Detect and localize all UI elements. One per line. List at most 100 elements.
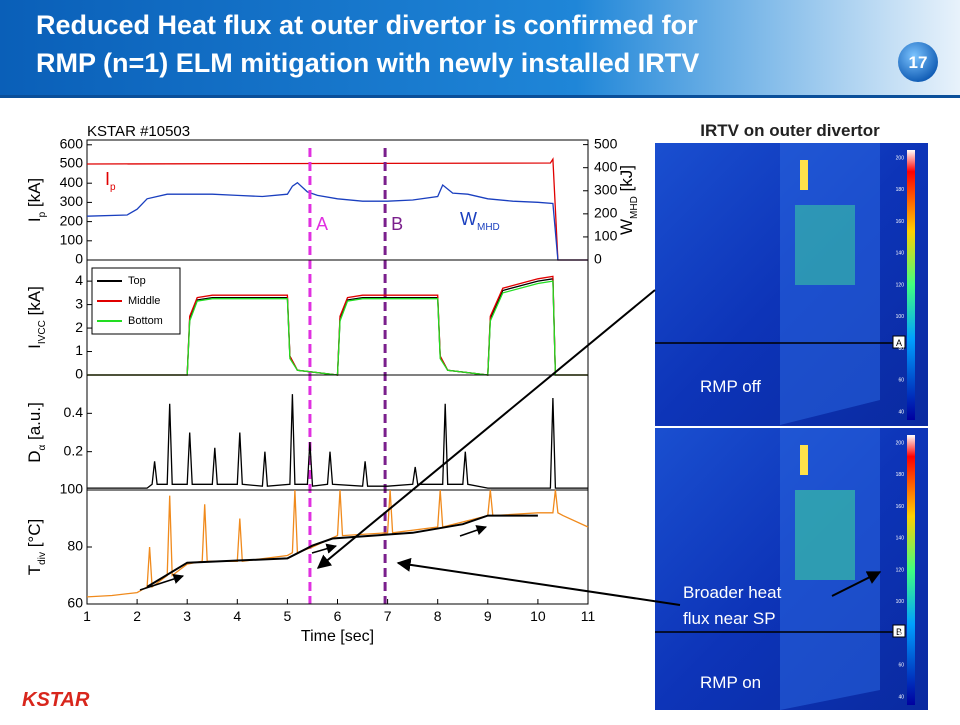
legend-label: Middle [128, 295, 160, 307]
axis-label-sub: MHD [629, 196, 640, 219]
axis-label: Tdiv [°C] [25, 519, 48, 575]
axis-label-sub: div [37, 552, 48, 565]
colorbar-tick: 200 [896, 440, 905, 446]
colorbar-tick: 180 [896, 187, 905, 193]
annotation-main: I [105, 169, 110, 189]
colorbar-tick: 160 [896, 219, 905, 225]
colorbar-tick: 80 [898, 631, 904, 637]
y-tick-label: 100 [60, 481, 84, 497]
plot-frame [86, 139, 589, 261]
y-tick-label: 60 [67, 595, 83, 611]
chart-title: KSTAR #10503 [87, 123, 190, 140]
ir-marker: B [896, 627, 902, 637]
y2-tick-label: 300 [594, 181, 618, 197]
callout-arrow [316, 289, 656, 569]
axis-label-sub: IVCC [37, 320, 48, 344]
y-tick-label: 0.2 [64, 442, 84, 458]
page-number: 17 [909, 53, 928, 72]
x-axis-label: Time [sec] [301, 628, 374, 645]
ir-hot-tile [795, 490, 855, 580]
axis-label: IIVCC [kA] [25, 286, 48, 349]
series-line [87, 394, 588, 489]
y2-tick-label: 500 [594, 135, 618, 151]
ir-note: flux near SP [683, 609, 776, 628]
x-tick-label: 3 [183, 608, 191, 624]
colorbar-tick: 100 [896, 314, 905, 320]
header-rule [0, 95, 960, 98]
colorbar [907, 435, 915, 705]
y2-tick-label: 100 [594, 228, 618, 244]
series-line [86, 181, 588, 261]
ir-image: B RMP on Broader heat flux near SP [655, 428, 928, 710]
plot-frame [86, 489, 589, 605]
axis-label: Dα [a.u.] [25, 402, 48, 463]
axis-label: Ip [kA] [25, 178, 48, 222]
axis-label-main: T [25, 565, 44, 575]
irtv-title: IRTV on outer divertor [700, 121, 880, 140]
annotation: WMHD [460, 209, 500, 233]
ir-hot-tile [795, 205, 855, 285]
irtv: IRTV on outer divertor A RMP off B RMP o… [655, 121, 928, 710]
y2-tick-label: 0 [594, 251, 602, 267]
y-tick-label: 500 [60, 155, 84, 171]
x-tick-label: 1 [83, 608, 91, 624]
colorbar-tick: 140 [896, 251, 905, 257]
y2-tick-label: 400 [594, 158, 618, 174]
y-tick-label: 1 [75, 342, 83, 358]
ir-image: A RMP off [655, 143, 928, 426]
colorbar-tick: 40 [898, 694, 904, 700]
x-tick-label: 8 [434, 608, 442, 624]
x-tick-label: 6 [334, 608, 342, 624]
axis-label-main: I [25, 217, 44, 222]
y-tick-label: 0.4 [64, 404, 84, 420]
page-badge [898, 42, 938, 82]
x-tick-label: 11 [581, 608, 596, 624]
ir-hotspot [800, 445, 808, 475]
axis-label-unit: [kJ] [617, 165, 636, 196]
y-tick-label: 0 [75, 366, 83, 382]
y-tick-label: 300 [60, 193, 84, 209]
trend-arrow [139, 573, 184, 591]
x-tick-label: 7 [384, 608, 392, 624]
event-label: B [391, 214, 403, 234]
axis-label-unit: [kA] [25, 178, 44, 212]
annotation-main: W [460, 209, 477, 229]
annotation: Ip [105, 169, 116, 193]
colorbar-tick: 120 [896, 282, 905, 288]
y-tick-label: 200 [60, 212, 84, 228]
y2-tick-label: 200 [594, 205, 618, 221]
x-tick-label: 5 [284, 608, 292, 624]
legend-label: Top [128, 275, 146, 287]
plots: 01002003004005006000100200300400500KSTAR… [25, 123, 640, 645]
ir-label: RMP on [700, 673, 761, 692]
ir-label: RMP off [700, 377, 761, 396]
colorbar-tick: 180 [896, 472, 905, 478]
colorbar-tick: 100 [896, 599, 905, 605]
axis-label-main: I [25, 344, 44, 349]
colorbar-tick: 140 [896, 536, 905, 542]
axis-label-unit: [°C] [25, 519, 44, 552]
series-line [87, 278, 588, 376]
series-line [146, 514, 538, 588]
legend-label: Bottom [128, 315, 163, 327]
annotation-sub: MHD [477, 222, 500, 233]
colorbar-tick: 120 [896, 567, 905, 573]
colorbar-tick: 160 [896, 504, 905, 510]
axis-label-main: D [25, 451, 44, 463]
axis-label-main: W [617, 219, 636, 235]
series-line [87, 275, 588, 376]
y-tick-label: 600 [60, 136, 84, 152]
ir-hotspot [800, 160, 808, 190]
colorbar [907, 150, 915, 420]
x-tick-label: 4 [233, 608, 241, 624]
logo: KSTAR [22, 689, 90, 711]
x-tick-label: 9 [484, 608, 492, 624]
y-tick-label: 80 [67, 538, 83, 554]
x-tick-label: 2 [133, 608, 141, 624]
annotation-sub: p [110, 182, 116, 193]
y-tick-label: 2 [75, 319, 83, 335]
colorbar-tick: 80 [898, 346, 904, 352]
ir-marker-box [892, 335, 906, 349]
